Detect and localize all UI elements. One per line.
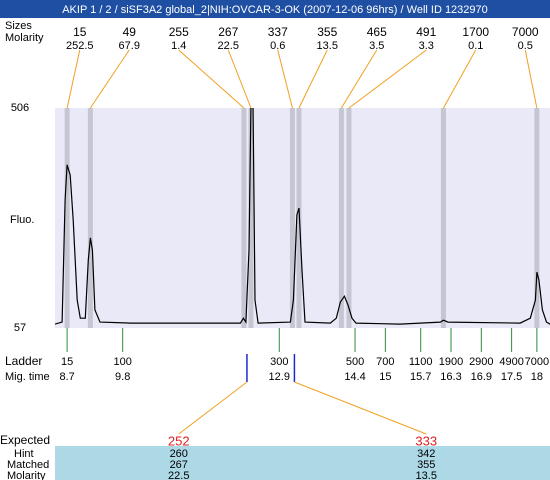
ladder-size: 15 <box>61 356 73 368</box>
y-tick-label: 506 <box>11 102 29 114</box>
peak-connector <box>340 49 378 109</box>
peak-connector <box>298 49 328 109</box>
peak-molarity: 1.4 <box>171 40 186 52</box>
expected-connector <box>178 381 248 435</box>
peak-connector <box>66 49 81 109</box>
peak-band <box>64 108 70 328</box>
ladder-time: 14.4 <box>344 371 365 383</box>
hint-value: 342 <box>417 448 435 460</box>
matched-label: Matched <box>7 459 49 471</box>
peak-molarity: 22.5 <box>218 40 239 52</box>
matched-band <box>55 446 550 480</box>
peak-size: 465 <box>367 25 387 39</box>
peak-size: 255 <box>169 25 189 39</box>
peak-band <box>346 108 352 328</box>
peak-molarity: 0.1 <box>468 40 483 52</box>
ladder-size: 300 <box>270 356 288 368</box>
molarity-label: Molarity <box>5 32 44 44</box>
peak-connector <box>348 49 427 109</box>
ladder-time: 17.5 <box>501 371 522 383</box>
plot-area <box>55 108 550 328</box>
ladder-size: 4900 <box>499 356 523 368</box>
peak-size: 7000 <box>512 25 539 39</box>
ladder-time: 8.7 <box>59 371 74 383</box>
expected-molarity: 13.5 <box>416 470 437 480</box>
peak-molarity: 13.5 <box>317 40 338 52</box>
y-tick-label: 57 <box>14 322 26 334</box>
ladder-time: 15.7 <box>410 371 431 383</box>
y-axis-label: Fluo. <box>10 214 34 226</box>
peak-connector <box>442 49 477 109</box>
sizes-label: Sizes <box>5 20 32 32</box>
chart-title: AKIP 1 / 2 / siSF3A2 global_2|NIH:OVCAR-… <box>62 4 488 16</box>
ladder-size: 7000 <box>525 356 549 368</box>
ladder-time: 16.3 <box>440 371 461 383</box>
ladder-size: 500 <box>346 356 364 368</box>
peak-size: 355 <box>317 25 337 39</box>
peak-size: 1700 <box>462 25 489 39</box>
ladder-size: 1900 <box>439 356 463 368</box>
expected-label: Expected <box>0 433 50 447</box>
peak-band <box>534 108 540 328</box>
ladder-time: 16.9 <box>471 371 492 383</box>
ladder-size: 2900 <box>469 356 493 368</box>
peak-connector <box>524 49 538 109</box>
peak-size: 491 <box>416 25 436 39</box>
peak-molarity: 0.5 <box>518 40 533 52</box>
matched-value: 355 <box>417 459 435 471</box>
peak-connector <box>178 49 245 109</box>
peak-size: 15 <box>73 25 87 39</box>
expected-molarity: 22.5 <box>168 470 189 480</box>
expected-value: 333 <box>415 433 437 448</box>
peak-molarity: 3.5 <box>369 40 384 52</box>
peak-molarity: 252.5 <box>66 40 94 52</box>
peak-size: 267 <box>218 25 238 39</box>
matched-value: 267 <box>170 459 188 471</box>
ladder-size: 100 <box>114 356 132 368</box>
peak-connector <box>227 49 252 109</box>
ladder-time: 15 <box>379 371 391 383</box>
peak-size: 337 <box>268 25 288 39</box>
peak-molarity: 3.3 <box>419 40 434 52</box>
peak-band <box>440 108 446 328</box>
ladder-time: 9.8 <box>115 371 130 383</box>
expected-value: 252 <box>168 433 190 448</box>
ladder-size: 700 <box>376 356 394 368</box>
peak-band <box>289 108 295 328</box>
peak-molarity: 0.6 <box>270 40 285 52</box>
peak-band <box>87 108 93 328</box>
peak-molarity: 67.9 <box>119 40 140 52</box>
trace <box>55 108 550 325</box>
peak-connector <box>277 49 293 109</box>
hint-value: 260 <box>170 448 188 460</box>
title-bar <box>0 0 550 18</box>
mig-time-label: Mig. time <box>5 371 50 383</box>
hint-label: Hint <box>14 448 34 460</box>
ladder-label: Ladder <box>5 354 42 368</box>
peak-band <box>241 108 247 328</box>
peak-size: 49 <box>123 25 137 39</box>
peak-connector <box>89 49 130 109</box>
ladder-time: 12.9 <box>269 371 290 383</box>
expected-connector <box>294 381 427 435</box>
peak-band <box>338 108 344 328</box>
exp-molarity-label: Molarity <box>7 470 46 480</box>
ladder-time: 18 <box>531 371 543 383</box>
ladder-size: 1100 <box>409 356 433 368</box>
peak-band <box>248 108 254 328</box>
